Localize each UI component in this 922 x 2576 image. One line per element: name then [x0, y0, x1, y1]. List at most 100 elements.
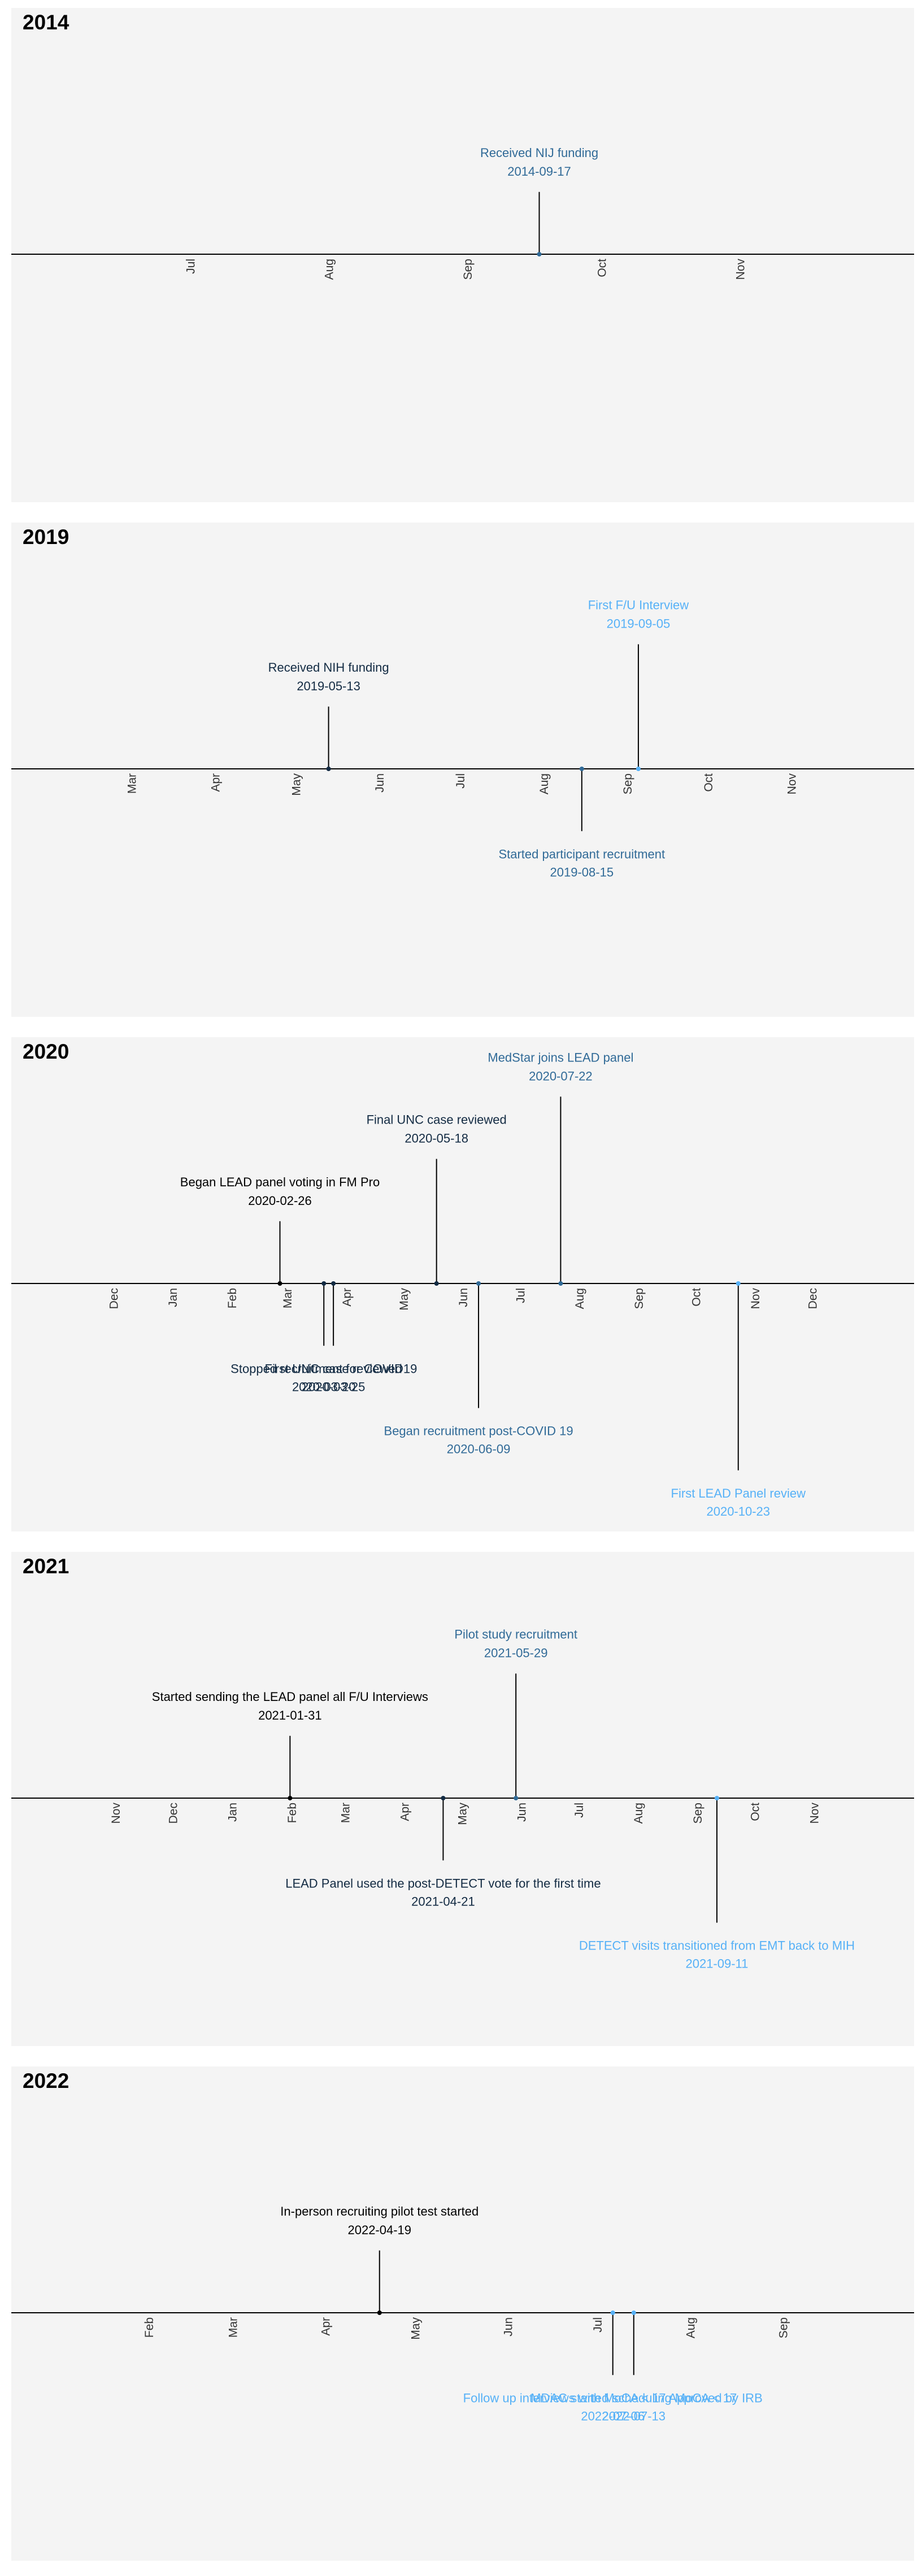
- month-tick-label: Feb: [286, 1803, 299, 1823]
- timeline-panel-2019: 2019 Mar Apr May Jun Jul Aug Sep Oct Nov Received …: [11, 523, 914, 1017]
- panel-background: [11, 8, 914, 502]
- event-point: [714, 1796, 719, 1800]
- event-point: [321, 1281, 327, 1286]
- month-tick-label: Apr: [319, 2317, 332, 2336]
- event-label: Began recruitment post-COVID 19: [384, 1424, 573, 1438]
- event-date-label: 2022-07-06: [581, 2409, 645, 2423]
- event-date-label: 2022-04-19: [347, 2223, 411, 2237]
- month-tick-label: Feb: [226, 1288, 239, 1308]
- month-tick-label: Apr: [209, 773, 222, 792]
- event-date-label: 2021-01-31: [258, 1708, 322, 1722]
- month-tick-label: Apr: [341, 1288, 354, 1307]
- month-tick-label: Aug: [573, 1288, 586, 1309]
- month-tick-label: Apr: [399, 1803, 412, 1821]
- event-point: [558, 1281, 563, 1286]
- event-date-label: 2014-09-17: [507, 164, 571, 179]
- event-date-label: 2020-10-23: [706, 1504, 770, 1518]
- month-tick-label: Dec: [107, 1288, 120, 1309]
- month-tick-label: Jun: [515, 1803, 528, 1822]
- month-tick-label: Jan: [167, 1288, 180, 1307]
- panel-background: [11, 1552, 914, 2046]
- event-point: [331, 1281, 336, 1286]
- month-tick-label: Aug: [538, 773, 551, 794]
- timeline-panel-2020: 2020 Dec Jan Feb Mar Apr May Jun Jul Aug Sep Oct Nov…: [11, 1037, 914, 1531]
- panel-title: 2019: [23, 525, 69, 549]
- event-date-label: 2020-05-18: [405, 1132, 468, 1146]
- event-date-label: 2021-05-29: [484, 1646, 548, 1660]
- panel-background: [11, 2066, 914, 2561]
- month-tick-label: Nov: [749, 1288, 762, 1309]
- event-point: [636, 767, 641, 771]
- month-tick-label: Jun: [502, 2317, 515, 2336]
- month-tick-label: Mar: [126, 773, 139, 794]
- event-label: First LEAD Panel review: [671, 1486, 806, 1500]
- event-label: MedStar joins LEAD panel: [488, 1050, 633, 1064]
- month-tick-label: Jun: [457, 1288, 470, 1307]
- month-tick-label: Jul: [573, 1803, 586, 1818]
- event-point: [631, 2310, 636, 2315]
- month-tick-label: Dec: [807, 1288, 820, 1309]
- month-tick-label: Oct: [690, 1288, 703, 1307]
- event-label: DETECT visits transitioned from EMT back…: [579, 1939, 855, 1953]
- event-point: [537, 252, 542, 256]
- month-tick-label: Aug: [684, 2317, 697, 2338]
- month-tick-label: Sep: [633, 1288, 646, 1309]
- event-date-label: 2019-08-15: [550, 865, 614, 879]
- event-point: [736, 1281, 741, 1286]
- month-tick-label: May: [456, 1803, 469, 1825]
- month-tick-label: Sep: [621, 773, 634, 794]
- event-date-label: 2020-03-25: [302, 1380, 366, 1394]
- month-tick-label: Aug: [323, 259, 336, 280]
- panel-title: 2020: [23, 1040, 69, 1063]
- event-label: Received NIH funding: [268, 660, 389, 675]
- month-tick-label: May: [290, 773, 303, 796]
- panel-title: 2014: [23, 11, 69, 34]
- month-tick-label: Nov: [110, 1803, 123, 1824]
- event-label: Stopped recruitment for COVID19: [230, 1361, 417, 1376]
- event-label: Started participant recruitment: [498, 847, 665, 861]
- month-tick-label: Jul: [514, 1288, 527, 1303]
- event-date-label: 2020-06-09: [447, 1442, 511, 1456]
- month-tick-label: May: [398, 1288, 411, 1311]
- panel-background: [11, 1037, 914, 1531]
- month-tick-label: Mar: [340, 1803, 353, 1823]
- month-tick-label: Sep: [777, 2317, 790, 2338]
- event-label: First UNC case reviewed: [265, 1361, 402, 1376]
- month-tick-label: Sep: [692, 1803, 704, 1824]
- panel-title: 2021: [23, 1555, 69, 1578]
- event-date-label: 2021-04-21: [411, 1894, 475, 1908]
- month-tick-label: Nov: [734, 259, 747, 280]
- event-label: Follow up interviews with MoCA < 17 Appr…: [463, 2391, 763, 2405]
- month-tick-label: Mar: [281, 1288, 294, 1308]
- month-tick-label: Jun: [373, 773, 386, 793]
- event-point: [610, 2310, 615, 2315]
- timeline-panel-2022: 2022 Feb Mar Apr May Jun Jul Aug Sep In-person re…: [11, 2066, 914, 2561]
- event-point: [476, 1281, 481, 1286]
- event-date-label: 2021-09-11: [685, 1957, 748, 1971]
- event-point: [441, 1796, 446, 1800]
- month-tick-label: Oct: [749, 1803, 762, 1821]
- month-tick-label: Jan: [227, 1803, 240, 1822]
- timeline-panel-2021: 2021 Nov Dec Jan Feb Mar Apr May Jun Jul Aug Sep Oct…: [11, 1552, 914, 2046]
- month-tick-label: Sep: [462, 259, 475, 280]
- month-tick-label: Oct: [595, 259, 608, 277]
- event-point: [277, 1281, 282, 1286]
- panel-background: [11, 523, 914, 1017]
- event-point: [288, 1796, 293, 1800]
- month-tick-label: Nov: [786, 773, 799, 795]
- timeline-panel-2014: 2014 Jul Aug Sep Oct Nov Received NIJ funding 2…: [11, 8, 914, 502]
- month-tick-label: Feb: [143, 2317, 156, 2338]
- month-tick-label: Oct: [702, 773, 715, 792]
- event-date-label: 2020-02-26: [248, 1194, 312, 1208]
- event-point: [434, 1281, 439, 1286]
- month-tick-label: May: [409, 2317, 422, 2340]
- month-tick-label: Aug: [632, 1803, 645, 1824]
- event-label: Final UNC case reviewed: [367, 1113, 507, 1127]
- month-tick-label: Jul: [184, 259, 197, 274]
- month-tick-label: Jul: [592, 2317, 604, 2333]
- month-tick-label: Dec: [167, 1803, 180, 1824]
- event-label: Began LEAD panel voting in FM Pro: [180, 1175, 380, 1189]
- event-label: LEAD Panel used the post-DETECT vote for…: [285, 1876, 601, 1890]
- event-point: [579, 767, 584, 771]
- event-label: Pilot study recruitment: [454, 1628, 577, 1642]
